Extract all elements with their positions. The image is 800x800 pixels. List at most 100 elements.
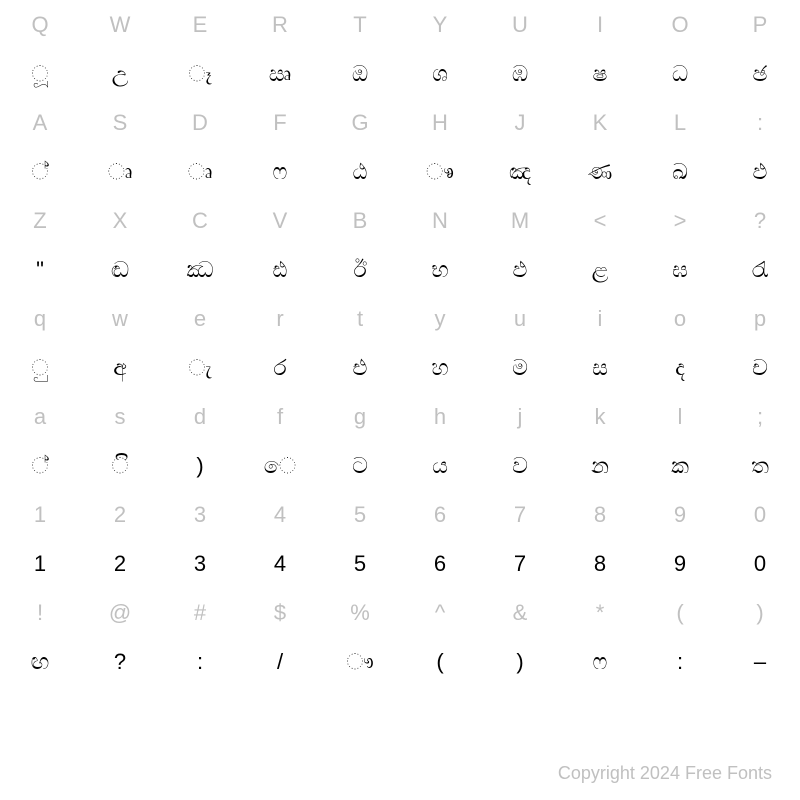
key-label-cell: *: [560, 588, 640, 637]
key-label-cell: 5: [320, 490, 400, 539]
glyph-cell: එ: [320, 343, 400, 392]
glyph-cell: ධ: [640, 49, 720, 98]
key-label-cell: L: [640, 98, 720, 147]
key-label-cell: y: [400, 294, 480, 343]
glyph-cell: ඟ: [0, 637, 80, 686]
glyph-cell: ි: [80, 441, 160, 490]
character-map-grid: QWERTYUIOPූඋෑඍඔශඹෂධඡASDFGHJKL:්ෘෘෆඨෳඤණඛඵ…: [0, 0, 800, 686]
glyph-cell: ඵ: [720, 147, 800, 196]
key-label-cell: (: [640, 588, 720, 637]
glyph-cell: අ: [80, 343, 160, 392]
glyph-cell: ු: [0, 343, 80, 392]
glyph-cell: :: [640, 637, 720, 686]
key-label-cell: 4: [240, 490, 320, 539]
key-label-cell: ;: [720, 392, 800, 441]
glyph-cell: ර: [240, 343, 320, 392]
glyph-cell: ෟ: [320, 637, 400, 686]
glyph-cell: ඤ: [480, 147, 560, 196]
glyph-cell: ශ: [400, 49, 480, 98]
key-label-cell: Q: [0, 0, 80, 49]
key-label-cell: 3: [160, 490, 240, 539]
glyph-cell: ැ: [160, 343, 240, 392]
glyph-cell: ්: [0, 147, 80, 196]
key-label-cell: @: [80, 588, 160, 637]
key-label-cell: B: [320, 196, 400, 245]
key-label-cell: u: [480, 294, 560, 343]
glyph-cell: ෘ: [80, 147, 160, 196]
key-label-cell: a: [0, 392, 80, 441]
key-label-cell: l: [640, 392, 720, 441]
glyph-cell: ්: [0, 441, 80, 490]
key-label-cell: ^: [400, 588, 480, 637]
glyph-cell: ෳ: [400, 147, 480, 196]
key-label-cell: U: [480, 0, 560, 49]
glyph-cell: ): [160, 441, 240, 490]
key-label-cell: X: [80, 196, 160, 245]
key-label-cell: h: [400, 392, 480, 441]
copyright-footer: Copyright 2024 Free Fonts: [558, 763, 772, 784]
key-label-cell: 8: [560, 490, 640, 539]
key-label-cell: :: [720, 98, 800, 147]
key-label-cell: i: [560, 294, 640, 343]
glyph-cell: ඪ: [240, 245, 320, 294]
glyph-cell: ද: [640, 343, 720, 392]
key-label-cell: >: [640, 196, 720, 245]
glyph-cell: ම: [480, 343, 560, 392]
key-label-cell: %: [320, 588, 400, 637]
glyph-cell: 3: [160, 539, 240, 588]
key-label-cell: f: [240, 392, 320, 441]
glyph-cell: :: [160, 637, 240, 686]
glyph-cell: ට: [320, 441, 400, 490]
key-label-cell: e: [160, 294, 240, 343]
key-label-cell: t: [320, 294, 400, 343]
glyph-cell: ෆ: [560, 637, 640, 686]
glyph-cell: රැ: [720, 245, 800, 294]
glyph-cell: ක: [640, 441, 720, 490]
glyph-cell: ය: [400, 441, 480, 490]
glyph-cell: ව: [480, 441, 560, 490]
key-label-cell: Y: [400, 0, 480, 49]
key-label-cell: H: [400, 98, 480, 147]
key-label-cell: 6: [400, 490, 480, 539]
key-label-cell: C: [160, 196, 240, 245]
key-label-cell: #: [160, 588, 240, 637]
glyph-cell: ඛ: [640, 147, 720, 196]
glyph-cell: 8: [560, 539, 640, 588]
glyph-cell: /: [240, 637, 320, 686]
glyph-cell: ඵ: [480, 245, 560, 294]
glyph-cell: ඡ: [720, 49, 800, 98]
key-label-cell: A: [0, 98, 80, 147]
glyph-cell: 0: [720, 539, 800, 588]
glyph-cell: ඹ: [480, 49, 560, 98]
glyph-cell: ත: [720, 441, 800, 490]
key-label-cell: M: [480, 196, 560, 245]
key-label-cell: r: [240, 294, 320, 343]
glyph-cell: ඍ: [240, 49, 320, 98]
glyph-cell: ච: [720, 343, 800, 392]
key-label-cell: 1: [0, 490, 80, 539]
key-label-cell: &: [480, 588, 560, 637]
key-label-cell: R: [240, 0, 320, 49]
key-label-cell: O: [640, 0, 720, 49]
glyph-cell: 4: [240, 539, 320, 588]
glyph-cell: ඊ: [320, 245, 400, 294]
glyph-cell: ෆ: [240, 147, 320, 196]
key-label-cell: Z: [0, 196, 80, 245]
glyph-cell: උ: [80, 49, 160, 98]
key-label-cell: k: [560, 392, 640, 441]
key-label-cell: 9: [640, 490, 720, 539]
glyph-cell: ස: [560, 343, 640, 392]
glyph-cell: ඬ: [80, 245, 160, 294]
glyph-cell: 2: [80, 539, 160, 588]
glyph-cell: ෂ: [560, 49, 640, 98]
key-label-cell: o: [640, 294, 720, 343]
key-label-cell: P: [720, 0, 800, 49]
glyph-cell: ූ: [0, 49, 80, 98]
key-label-cell: F: [240, 98, 320, 147]
glyph-cell: ": [0, 245, 80, 294]
glyph-cell: ඔ: [320, 49, 400, 98]
key-label-cell: 7: [480, 490, 560, 539]
glyph-cell: 9: [640, 539, 720, 588]
key-label-cell: G: [320, 98, 400, 147]
key-label-cell: g: [320, 392, 400, 441]
